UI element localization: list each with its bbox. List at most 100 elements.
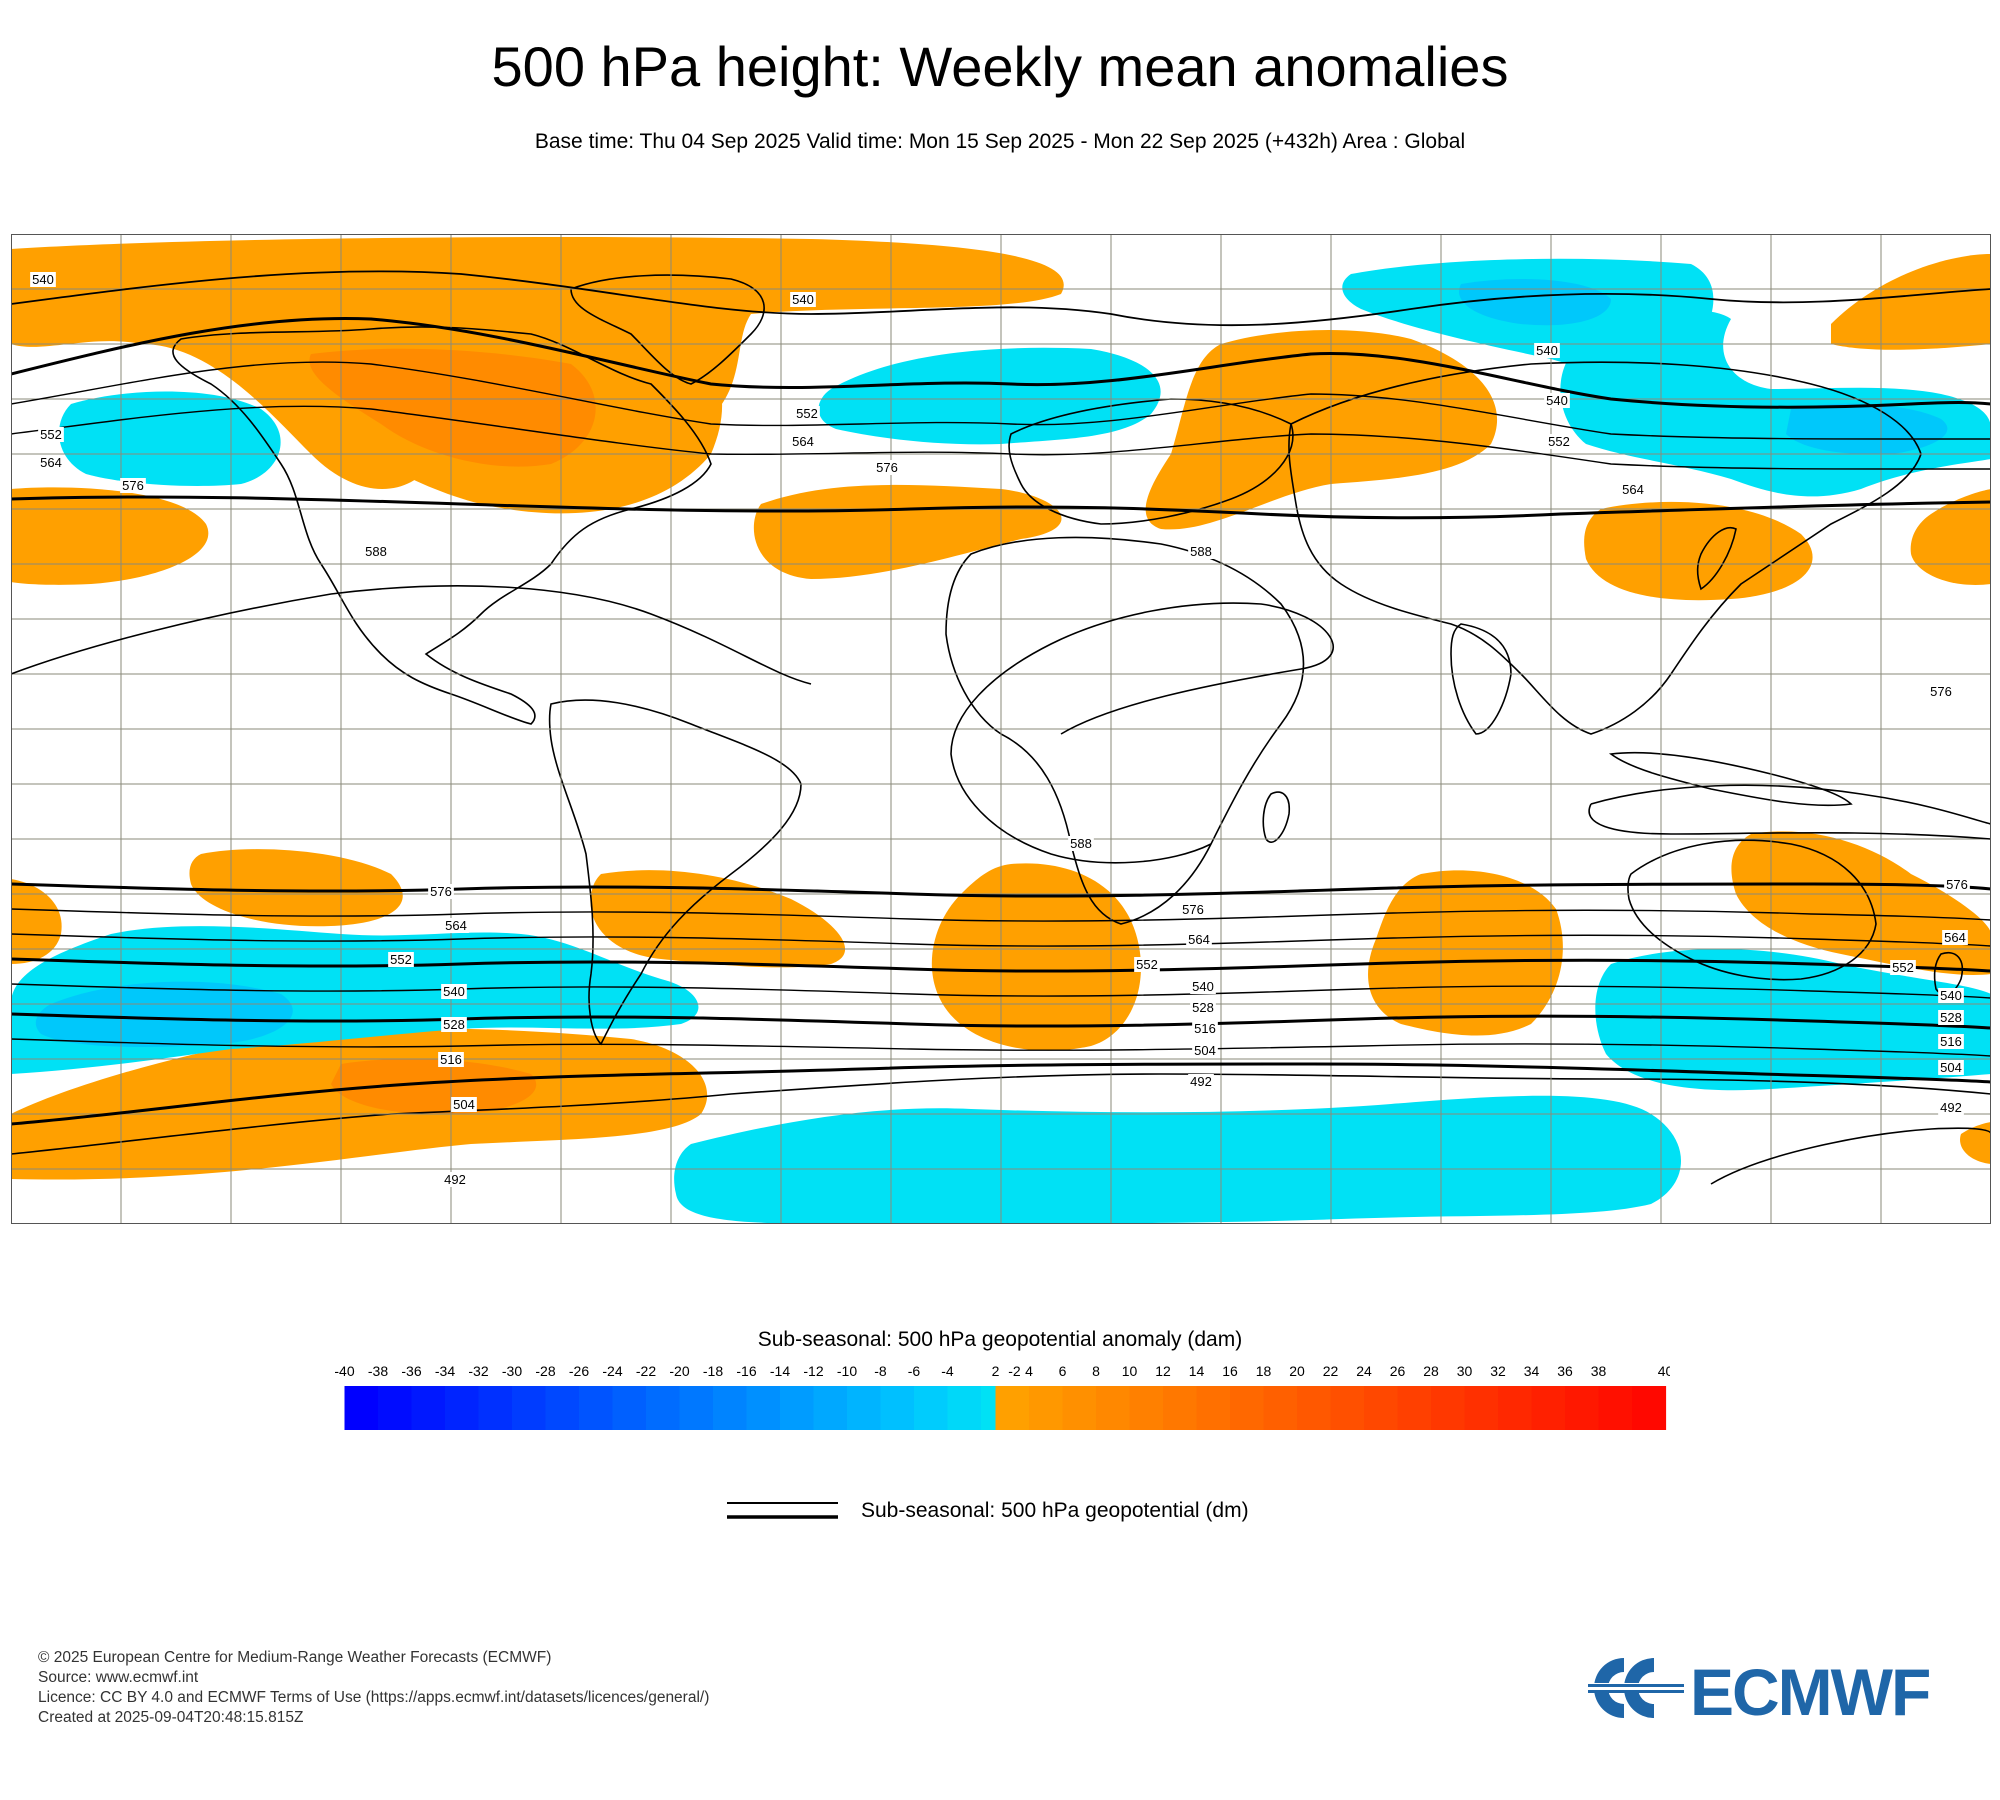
anomaly-colorbar: -40 -38 -36 -34 -32 -30 -28 -26 -24 -22 -20 -18 -16-… (334, 1363, 1670, 1430)
colorbar-tick-label: -12 (803, 1363, 823, 1379)
contour-588-africa (950, 602, 1334, 864)
map-frame (11, 234, 1991, 1224)
colorbar-swatch-negative (914, 1386, 949, 1430)
colorbar-tick-label: 28 (1423, 1363, 1439, 1379)
contour-label-background (1938, 1034, 1964, 1049)
contour-legend-lines (727, 1502, 838, 1519)
contour-label: 492 (1940, 1100, 1962, 1115)
contour-label: 576 (876, 460, 898, 475)
contour-552-north (11, 317, 1991, 409)
colorbar-swatch-positive (1062, 1386, 1097, 1430)
contour-label-background (441, 984, 467, 999)
colorbar-tick-label: 6 (1059, 1363, 1067, 1379)
colorbar-swatch-negative (679, 1386, 714, 1430)
asia-outline (1288, 361, 1922, 735)
colorbar-swatch-positive (1029, 1386, 1064, 1430)
colorbar-swatch-positive (1330, 1386, 1365, 1430)
colorbar-tick-label: -38 (368, 1363, 388, 1379)
colorbar-tick-label: 8 (1092, 1363, 1100, 1379)
colorbar-swatch-negative (713, 1386, 748, 1430)
colorbar-swatch-negative (646, 1386, 681, 1430)
contour-label: 588 (1190, 544, 1212, 559)
contour-label: 552 (1892, 960, 1914, 975)
contour-label: 540 (1546, 393, 1568, 408)
colorbar-tick-label: 26 (1390, 1363, 1406, 1379)
contour-label-background (1546, 434, 1572, 449)
negative-anomaly-alaska (59, 391, 281, 486)
contour-564-north (11, 361, 1991, 440)
contour-label-background (120, 478, 146, 493)
contour-label: 528 (1192, 1000, 1214, 1015)
strong-negative-anomaly-siberia-east (1786, 403, 1948, 455)
contour-552-south (11, 933, 1991, 947)
copyright-text: © 2025 European Centre for Medium-Range … (38, 1649, 552, 1666)
contour-label-background (451, 1097, 477, 1112)
positive-anomaly-arctic-east (1831, 254, 1991, 350)
page-subtitle: Base time: Thu 04 Sep 2025 Valid time: M… (534, 130, 1466, 153)
colorbar-swatch-positive (1364, 1386, 1399, 1430)
contour-label-background (1190, 979, 1216, 994)
contour-504-south (11, 1038, 1991, 1057)
colorbar-title: Sub-seasonal: 500 hPa geopotential anoma… (757, 1328, 1243, 1351)
colorbar-swatch-negative (344, 1386, 379, 1430)
positive-anomaly-south-pacific-west (189, 849, 403, 927)
colorbar-tick-label: 32 (1490, 1363, 1506, 1379)
colorbar-tick-label: 40 (1658, 1363, 1670, 1379)
contour-label-background (1068, 836, 1094, 851)
colorbar-tick-labels: -40 -38 -36 -34 -32 -30 -28 -26 -24 -22 -20 -18 -16-… (334, 1363, 1670, 1379)
colorbar-tick-label: -40 (334, 1363, 354, 1379)
colorbar-swatch-negative (847, 1386, 882, 1430)
colorbar-swatch-positive (1096, 1386, 1131, 1430)
contour-516-south (11, 1012, 1991, 1030)
colorbar-tick-label: -8 (874, 1363, 887, 1379)
positive-anomaly-east-pacific (11, 487, 209, 585)
contour-label-background (1938, 988, 1964, 1003)
strong-positive-anomaly-southern (331, 1058, 537, 1115)
indonesia-outline (1608, 751, 1853, 807)
contour-label-background (790, 292, 816, 307)
south-america-outline (548, 699, 802, 1046)
contour-label: 576 (1946, 877, 1968, 892)
colorbar-tick-label: 30 (1457, 1363, 1473, 1379)
contour-540-north (11, 270, 1991, 327)
strong-positive-anomaly-canada (309, 348, 596, 467)
antarctica-outline (11, 1073, 1991, 1155)
contour-label-background (1534, 343, 1560, 358)
colorbar-tick-label: -36 (401, 1363, 421, 1379)
negative-anomaly-scandinavia (818, 347, 1161, 445)
contour-label: 492 (444, 1172, 466, 1187)
colorbar-swatch-negative (746, 1386, 781, 1430)
contour-label-background (1928, 684, 1954, 699)
colorbar-swatch-positive (1498, 1386, 1533, 1430)
colorbar-swatch-positive (1230, 1386, 1265, 1430)
contour-label-background (1938, 1060, 1964, 1075)
contour-label: 540 (1536, 343, 1558, 358)
contour-label: 564 (40, 455, 62, 470)
ecmwf-logo-mark (1588, 1658, 1684, 1718)
contour-label: 576 (1182, 902, 1204, 917)
contour-528-south (11, 983, 1991, 999)
colorbar-swatch-negative (478, 1386, 513, 1430)
contour-label-background (38, 427, 64, 442)
contour-label: 540 (32, 272, 54, 287)
india-outline (1450, 623, 1512, 735)
contour-label: 492 (1190, 1074, 1212, 1089)
contour-label-background (363, 544, 389, 559)
contour-label-background (1620, 482, 1646, 497)
positive-anomaly-south-pacific-edge (11, 879, 62, 964)
colorbar-swatch-negative (411, 1386, 446, 1430)
contour-label-background (1192, 1021, 1218, 1036)
contour-label: 540 (443, 984, 465, 999)
colorbar-tick-label: -14 (770, 1363, 790, 1379)
colorbar-swatch-negative (445, 1386, 480, 1430)
lat-lon-grid (11, 234, 1991, 1224)
strong-negative-anomaly-areas (35, 279, 1948, 1047)
positive-anomaly-dateline (1910, 489, 1991, 585)
contour-label-background (1192, 1043, 1218, 1058)
colorbar-swatch-negative (612, 1386, 647, 1430)
contour-label: 576 (122, 478, 144, 493)
colorbar-swatch-positive (1464, 1386, 1499, 1430)
colorbar-tick-label: 34 (1524, 1363, 1540, 1379)
positive-anomaly-southern-ocean-east (1960, 1122, 1991, 1164)
licence-text: Licence: CC BY 4.0 and ECMWF Terms of Us… (38, 1689, 710, 1706)
